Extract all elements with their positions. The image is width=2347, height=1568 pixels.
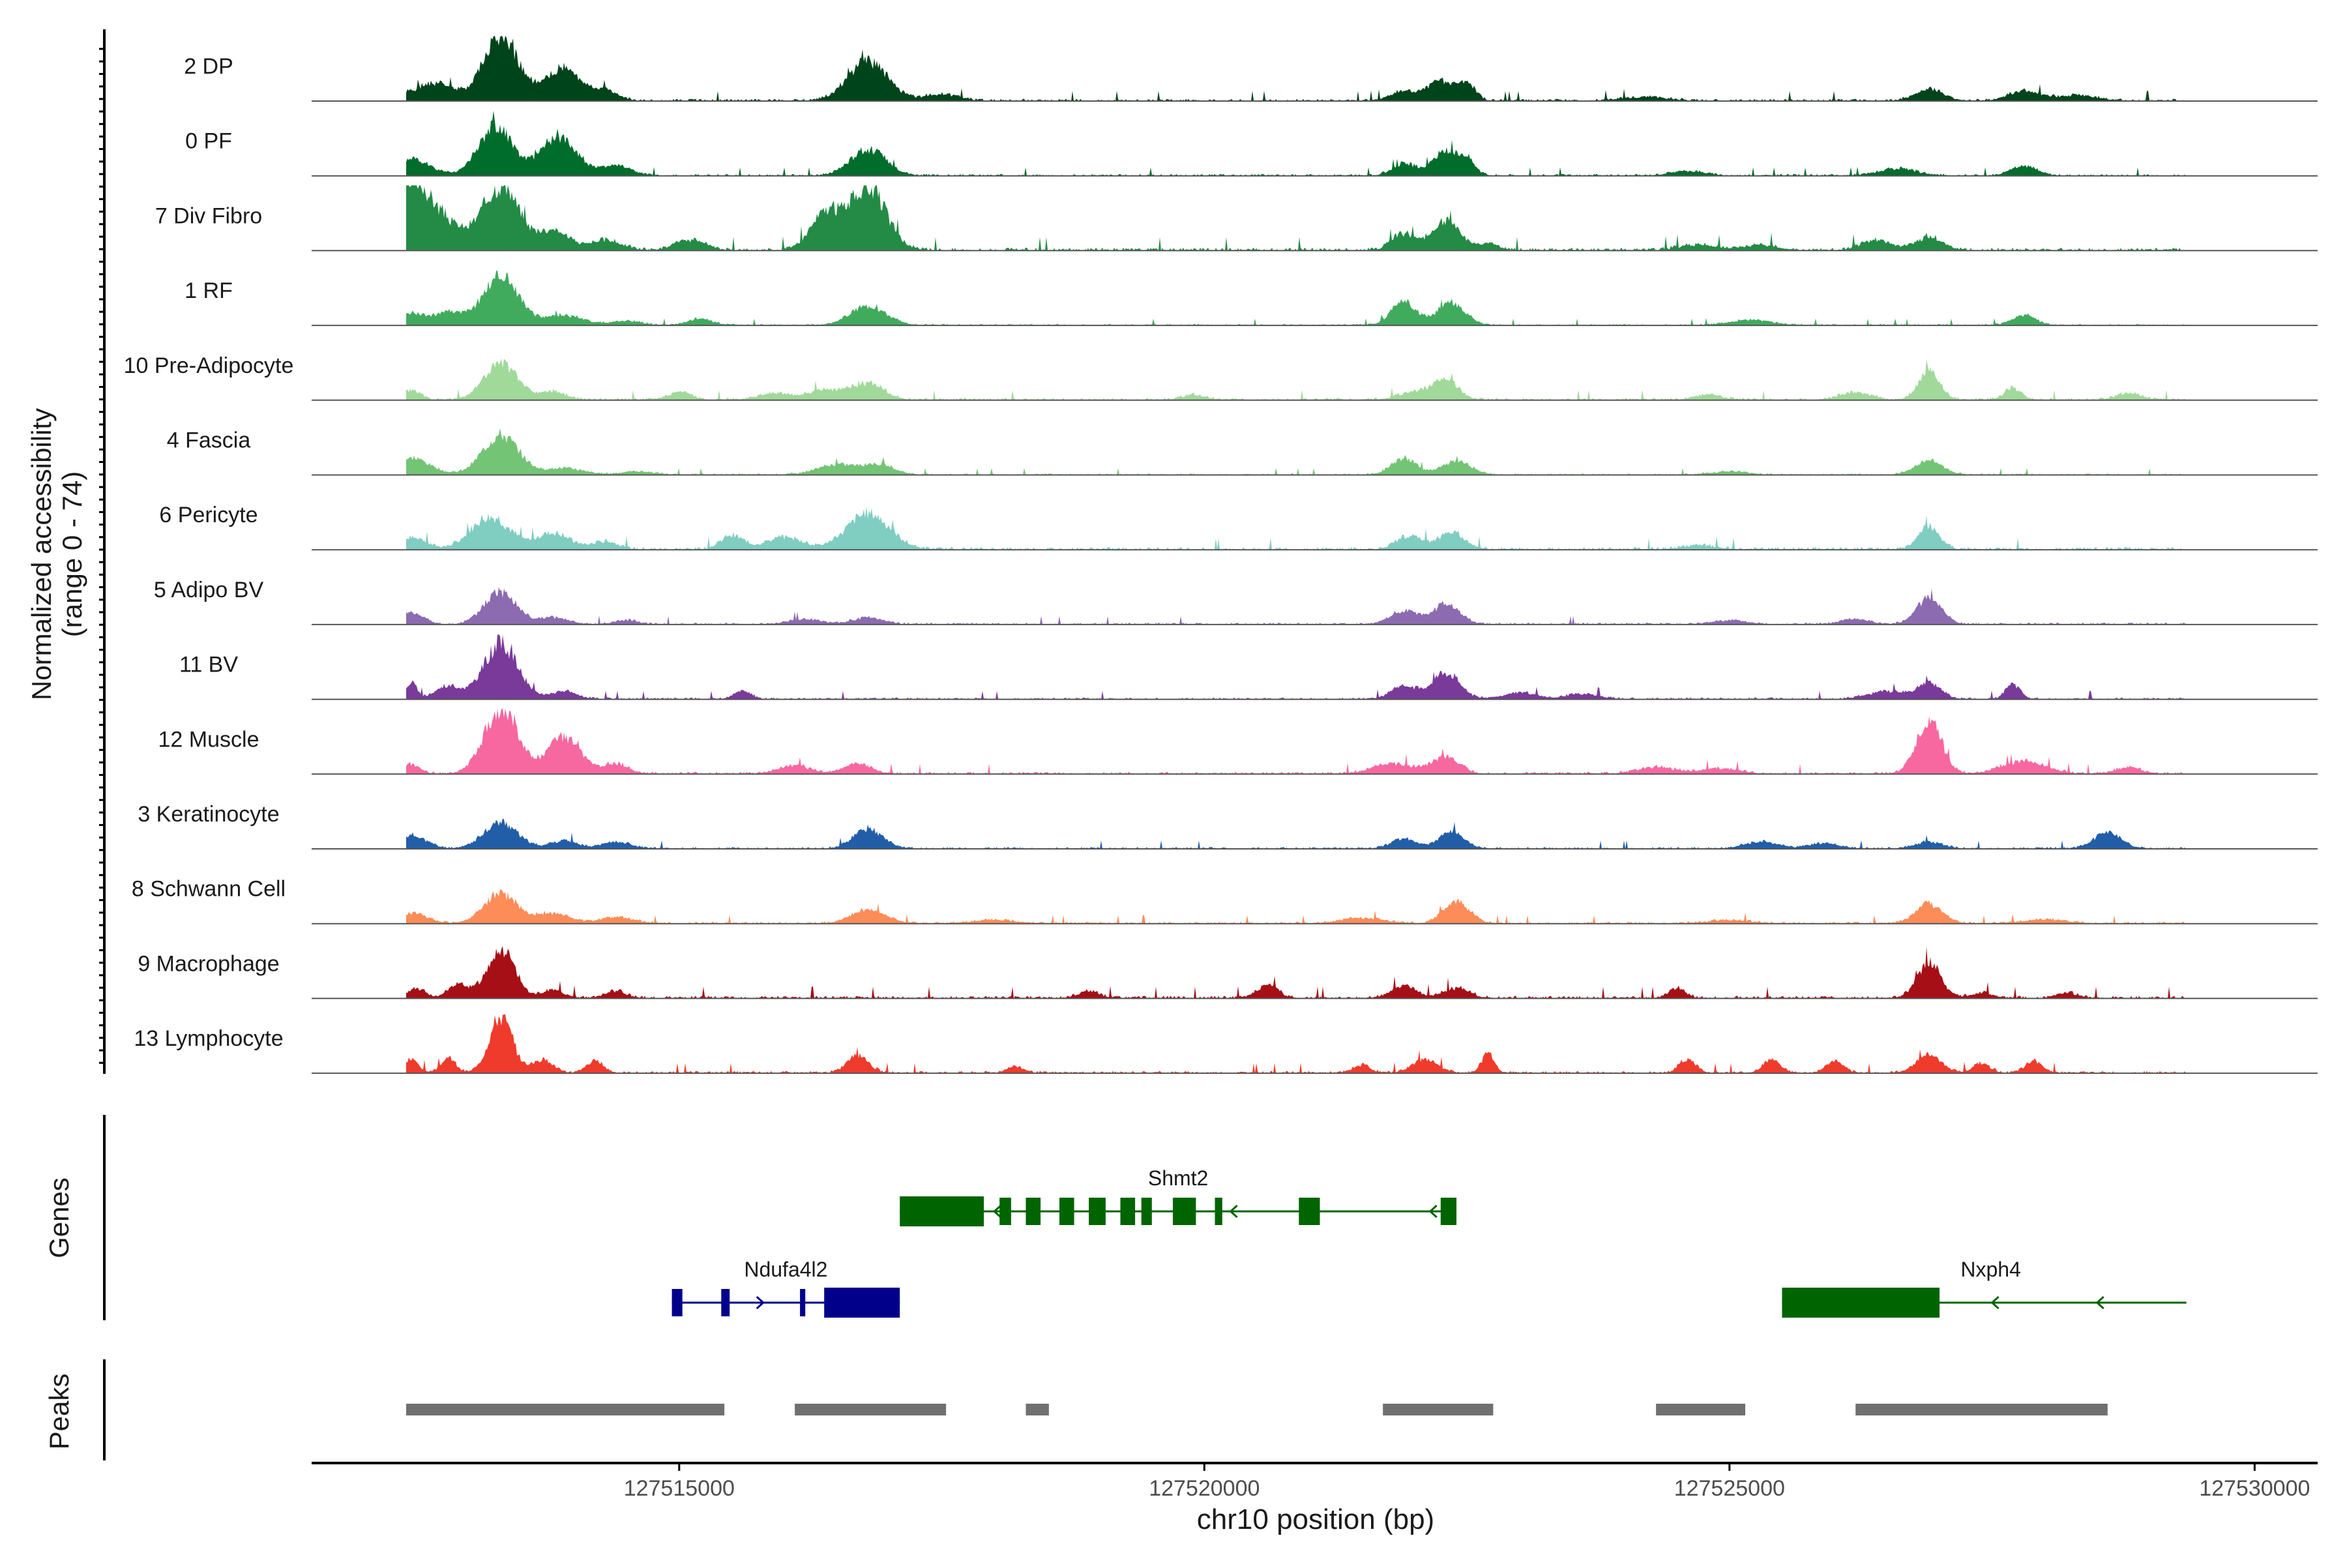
peaks-label: Peaks	[44, 1374, 74, 1450]
gene-exon	[1215, 1198, 1222, 1225]
coverage-area	[406, 889, 2187, 924]
coverage-track: 3 Keratinocyte	[138, 802, 2318, 850]
gene-model: Shmt2	[900, 1166, 1456, 1226]
genes-label: Genes	[44, 1177, 74, 1258]
strand-arrow	[992, 1204, 1002, 1219]
gene-exon	[1141, 1198, 1152, 1225]
peak-region	[795, 1404, 947, 1415]
track-label: 10 Pre-Adipocyte	[124, 353, 294, 378]
strand-arrow	[1990, 1295, 2000, 1310]
coverage-ylabel-line1: Normalized accessibility	[26, 408, 57, 700]
coverage-track: 6 Pericyte	[159, 503, 2318, 551]
x-axis-title: chr10 position (bp)	[1197, 1503, 1434, 1535]
gene-exon	[800, 1289, 806, 1316]
coverage-area	[406, 36, 2187, 101]
coverage-track: 8 Schwann Cell	[132, 877, 2318, 925]
coverage-tracks: 2 DP 0 PF 7 Div Fibro 1 RF 10 Pre-Adipocyte 4…	[124, 36, 2318, 1074]
peak-region	[1383, 1404, 1494, 1415]
gene-exon	[824, 1288, 900, 1318]
coverage-axis-line	[99, 29, 106, 1074]
gene-exon	[1059, 1198, 1074, 1225]
gene-model: Ndufa4l2	[672, 1258, 900, 1318]
coverage-area	[406, 709, 2187, 775]
track-label: 3 Keratinocyte	[138, 802, 279, 827]
coverage-track: 2 DP	[184, 36, 2318, 102]
gene-exon	[1120, 1198, 1136, 1225]
x-tick-label: 127530000	[2199, 1476, 2310, 1501]
peak-region	[406, 1404, 725, 1415]
coverage-area	[406, 428, 2187, 475]
gene-label: Shmt2	[1148, 1166, 1208, 1190]
coverage-track: 12 Muscle	[158, 709, 2318, 775]
gene-exon	[1026, 1198, 1041, 1225]
track-label: 5 Adipo BV	[154, 578, 264, 602]
gene-annotations: Shmt2 Ndufa4l2 Nxph4	[672, 1166, 2187, 1318]
coverage-ylabel-line2: (range 0 - 74)	[57, 471, 87, 637]
gene-exon	[999, 1198, 1011, 1225]
coverage-area	[406, 358, 2187, 400]
gene-model: Nxph4	[1782, 1258, 2187, 1318]
gene-exon	[1440, 1198, 1456, 1225]
strand-arrow	[2095, 1295, 2104, 1310]
coverage-area	[406, 506, 2187, 550]
gene-exon	[1173, 1198, 1196, 1225]
track-label: 7 Div Fibro	[155, 203, 262, 228]
x-axis-ticks: 127515000 127520000 127525000 127530000	[624, 1463, 2310, 1501]
gene-exon	[900, 1196, 984, 1226]
coverage-track: 5 Adipo BV	[154, 578, 2318, 625]
gene-exon	[1089, 1198, 1106, 1225]
coverage-track: 10 Pre-Adipocyte	[124, 353, 2318, 401]
coverage-track: 4 Fascia	[167, 428, 2318, 476]
track-label: 1 RF	[185, 278, 233, 303]
coverage-area	[406, 634, 2187, 700]
coverage-track: 13 Lymphocyte	[134, 1014, 2318, 1074]
gene-exon	[672, 1289, 683, 1316]
peak-region	[1656, 1404, 1745, 1415]
track-label: 0 PF	[185, 129, 232, 154]
coverage-track: 11 BV	[179, 634, 2318, 700]
peak-region	[1855, 1404, 2108, 1415]
coverage-area	[406, 1014, 2187, 1074]
coverage-area	[406, 185, 2187, 251]
track-label: 9 Macrophage	[138, 951, 279, 976]
gene-label: Nxph4	[1960, 1258, 2021, 1281]
gene-exon	[1299, 1198, 1320, 1225]
coverage-area	[406, 818, 2187, 849]
track-label: 12 Muscle	[158, 727, 259, 752]
track-label: 8 Schwann Cell	[132, 877, 286, 902]
strand-arrow	[756, 1295, 765, 1310]
x-tick-label: 127520000	[1149, 1476, 1260, 1501]
track-label: 6 Pericyte	[159, 503, 258, 527]
x-tick-label: 127515000	[624, 1476, 735, 1501]
gene-exon	[721, 1289, 730, 1316]
coverage-area	[406, 271, 2187, 326]
coverage-area	[406, 587, 2187, 625]
coverage-track: 9 Macrophage	[138, 946, 2318, 999]
coverage-area	[406, 946, 2187, 999]
gene-label: Ndufa4l2	[744, 1258, 827, 1281]
coverage-track: 7 Div Fibro	[155, 185, 2318, 252]
track-label: 13 Lymphocyte	[134, 1026, 283, 1051]
track-label: 4 Fascia	[167, 428, 251, 453]
coverage-area	[406, 110, 2187, 176]
track-label: 2 DP	[184, 54, 233, 79]
track-label: 11 BV	[179, 653, 238, 677]
coverage-track: 0 PF	[185, 110, 2318, 177]
strand-arrow	[1229, 1204, 1238, 1219]
coverage-track: 1 RF	[185, 271, 2318, 327]
x-tick-label: 127525000	[1674, 1476, 1785, 1501]
peak-regions	[406, 1404, 2108, 1415]
strand-arrow	[1428, 1204, 1438, 1219]
peak-region	[1026, 1404, 1049, 1415]
gene-exon	[1782, 1288, 1940, 1318]
